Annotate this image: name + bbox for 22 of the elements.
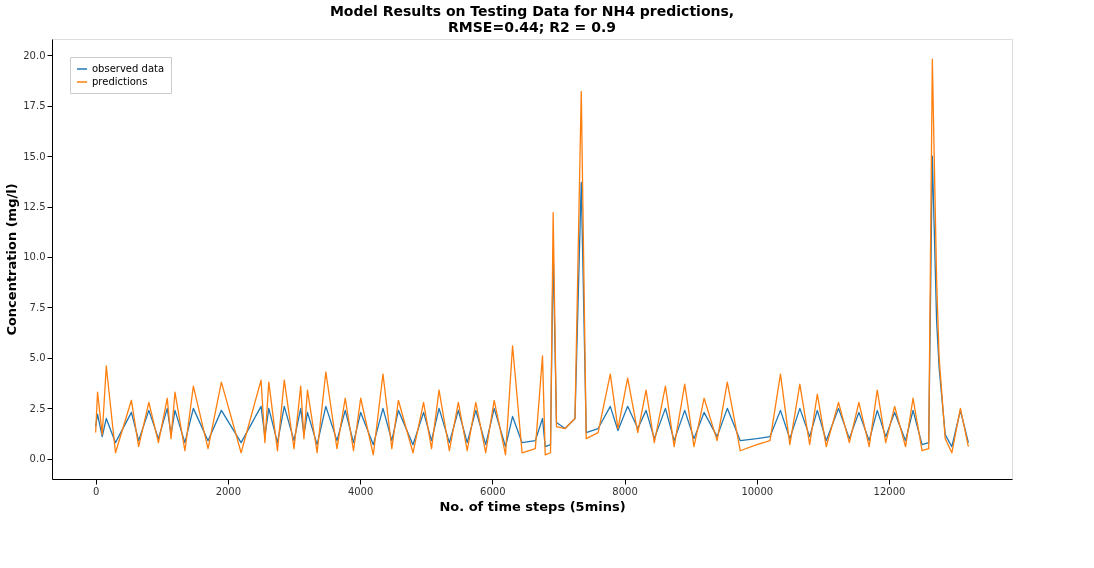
x-tick-label: 8000 — [612, 485, 638, 497]
line-series — [94, 58, 970, 456]
x-tick-label: 4000 — [347, 485, 374, 497]
y-axis-title: Concentration (mg/l) — [4, 183, 20, 336]
y-tick-label: 12.5 — [23, 201, 46, 213]
legend-label: observed data — [92, 63, 165, 74]
y-tick-label: 0.0 — [29, 453, 46, 465]
chart-title: Model Results on Testing Data for NH4 predictions, RMSE=0.44; R2 = 0.9 — [329, 3, 735, 35]
y-tick-label: 10.0 — [23, 251, 46, 263]
x-tick-label: 2000 — [215, 485, 242, 497]
x-axis-title: No. of time steps (5mins) — [439, 498, 626, 514]
y-tick-label: 20.0 — [23, 49, 46, 61]
x-tick-label: 10000 — [741, 485, 774, 497]
y-tick-label: 7.5 — [29, 301, 46, 313]
y-tick-label: 5.0 — [29, 352, 46, 364]
x-tick-label: 0 — [92, 485, 100, 497]
y-tick-label: 17.5 — [23, 100, 46, 112]
x-tick-label: 6000 — [480, 485, 506, 497]
y-tick-label: 2.5 — [29, 402, 46, 414]
y-tick-label: 15.0 — [23, 150, 46, 162]
legend-label: predictions — [92, 76, 148, 87]
x-tick-label: 12000 — [873, 485, 906, 497]
